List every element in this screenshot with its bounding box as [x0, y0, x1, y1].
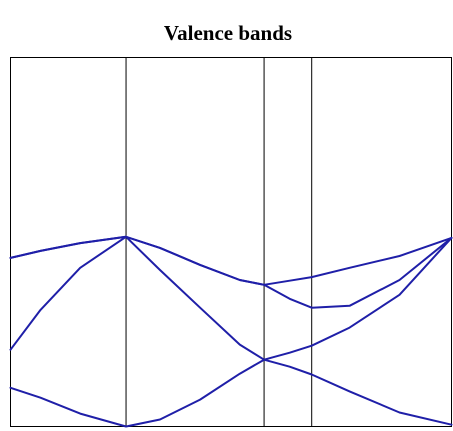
band-line	[9, 235, 453, 309]
band-line	[9, 358, 453, 428]
plot-frame	[10, 57, 452, 427]
chart-title: Valence bands	[164, 21, 292, 45]
band-line	[9, 235, 453, 361]
